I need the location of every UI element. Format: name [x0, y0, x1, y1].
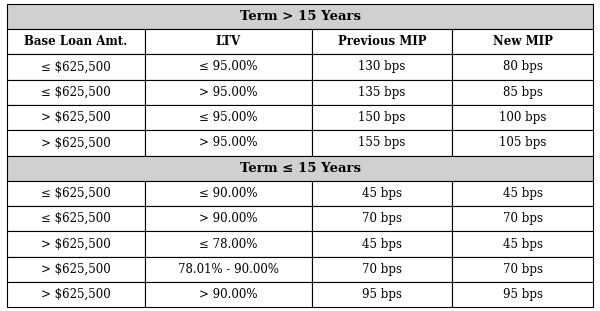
Text: 70 bps: 70 bps	[362, 263, 402, 276]
Bar	[7, 29, 145, 54]
Bar	[312, 257, 452, 282]
Bar	[312, 80, 452, 105]
Text: ≤ 90.00%: ≤ 90.00%	[199, 187, 257, 200]
Text: ≤ $625,500: ≤ $625,500	[41, 212, 111, 225]
Text: 100 bps: 100 bps	[499, 111, 546, 124]
Text: Previous MIP: Previous MIP	[338, 35, 426, 48]
Bar	[7, 54, 145, 80]
Text: ≤ 95.00%: ≤ 95.00%	[199, 60, 257, 73]
Bar	[7, 282, 145, 307]
Text: 45 bps: 45 bps	[362, 187, 402, 200]
Text: 135 bps: 135 bps	[358, 86, 406, 99]
Text: LTV: LTV	[216, 35, 241, 48]
Text: 95 bps: 95 bps	[362, 288, 402, 301]
Bar	[145, 231, 312, 257]
Bar	[312, 130, 452, 156]
Text: Term > 15 Years: Term > 15 Years	[239, 10, 361, 23]
Bar	[452, 231, 593, 257]
Text: > 90.00%: > 90.00%	[199, 288, 257, 301]
Text: > $625,500: > $625,500	[41, 263, 111, 276]
Text: ≤ $625,500: ≤ $625,500	[41, 60, 111, 73]
Bar	[452, 105, 593, 130]
Text: ≤ $625,500: ≤ $625,500	[41, 187, 111, 200]
Text: New MIP: New MIP	[493, 35, 553, 48]
Text: 150 bps: 150 bps	[358, 111, 406, 124]
Bar	[312, 206, 452, 231]
Bar	[145, 257, 312, 282]
Bar	[452, 257, 593, 282]
Text: 78.01% - 90.00%: 78.01% - 90.00%	[178, 263, 279, 276]
Bar	[145, 130, 312, 156]
Text: 80 bps: 80 bps	[503, 60, 542, 73]
Text: 95 bps: 95 bps	[503, 288, 542, 301]
Text: > 90.00%: > 90.00%	[199, 212, 257, 225]
Bar	[452, 206, 593, 231]
Bar	[452, 80, 593, 105]
Bar	[312, 105, 452, 130]
Text: 155 bps: 155 bps	[358, 136, 406, 149]
Text: 45 bps: 45 bps	[503, 238, 542, 251]
Text: 105 bps: 105 bps	[499, 136, 546, 149]
Text: 45 bps: 45 bps	[503, 187, 542, 200]
Bar	[452, 29, 593, 54]
Text: ≤ $625,500: ≤ $625,500	[41, 86, 111, 99]
Text: 45 bps: 45 bps	[362, 238, 402, 251]
Bar	[145, 80, 312, 105]
Bar	[452, 130, 593, 156]
Bar	[7, 130, 145, 156]
Bar	[7, 257, 145, 282]
Text: Term ≤ 15 Years: Term ≤ 15 Years	[239, 162, 361, 175]
Text: ≤ 78.00%: ≤ 78.00%	[199, 238, 257, 251]
Bar	[452, 54, 593, 80]
Bar	[312, 282, 452, 307]
Bar	[7, 156, 593, 181]
Bar	[145, 282, 312, 307]
Bar	[7, 105, 145, 130]
Bar	[145, 206, 312, 231]
Text: > 95.00%: > 95.00%	[199, 136, 257, 149]
Bar	[145, 181, 312, 206]
Bar	[7, 206, 145, 231]
Bar	[7, 231, 145, 257]
Bar	[452, 282, 593, 307]
Text: > $625,500: > $625,500	[41, 136, 111, 149]
Bar	[452, 181, 593, 206]
Text: > $625,500: > $625,500	[41, 111, 111, 124]
Bar	[7, 80, 145, 105]
Text: 70 bps: 70 bps	[362, 212, 402, 225]
Text: 85 bps: 85 bps	[503, 86, 542, 99]
Bar	[145, 29, 312, 54]
Text: > 95.00%: > 95.00%	[199, 86, 257, 99]
Text: 130 bps: 130 bps	[358, 60, 406, 73]
Text: ≤ 95.00%: ≤ 95.00%	[199, 111, 257, 124]
Bar	[145, 105, 312, 130]
Bar	[312, 181, 452, 206]
Text: 70 bps: 70 bps	[503, 263, 542, 276]
Bar	[312, 54, 452, 80]
Bar	[312, 29, 452, 54]
Text: Base Loan Amt.: Base Loan Amt.	[25, 35, 128, 48]
Text: > $625,500: > $625,500	[41, 288, 111, 301]
Bar	[312, 231, 452, 257]
Bar	[7, 181, 145, 206]
Bar	[145, 54, 312, 80]
Bar	[7, 4, 593, 29]
Text: > $625,500: > $625,500	[41, 238, 111, 251]
Text: 70 bps: 70 bps	[503, 212, 542, 225]
